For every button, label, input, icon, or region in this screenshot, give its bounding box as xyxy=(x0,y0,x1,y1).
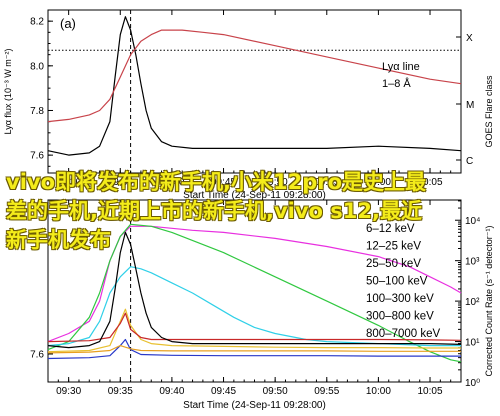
panel-b-xtick-label: 09:50 xyxy=(263,386,288,397)
panel-a-xtick-label: 09:50 xyxy=(263,177,288,188)
panel-b-legend-item: 300–800 keV xyxy=(366,311,434,323)
panel-b-legend-item: 25–50 keV xyxy=(366,258,421,270)
panel-a-rtick-label: M xyxy=(466,100,474,111)
panel-b-ytick-label: 7.6 xyxy=(30,350,44,361)
panel-b-legend-item: 12–25 keV xyxy=(366,241,421,253)
panel-a-legend-item: 1–8 Å xyxy=(382,77,411,90)
panel-b-series-2 xyxy=(47,266,461,347)
panel-a: (a) 09:30 09:35 09:40 09:45 09:50 09:55 10:00 1… xyxy=(3,9,494,201)
panel-b-legend-item: 800–7000 keV xyxy=(366,328,441,340)
panel-b-xtick-label: 10:00 xyxy=(366,386,391,397)
panel-b-series-6 xyxy=(47,345,461,354)
panel-a-rtick-label: C xyxy=(466,156,473,167)
panel-a-xtick-label: 09:40 xyxy=(159,177,184,188)
panel-b-series-7 xyxy=(47,231,462,349)
panel-a-ytick-label: 8.0 xyxy=(30,61,44,72)
panel-b-xtick-label: 09:35 xyxy=(108,386,133,397)
panel-a-xtick-label: 09:55 xyxy=(314,177,339,188)
panel-b-xtick-label: 10:05 xyxy=(418,386,443,397)
panel-a-series-0 xyxy=(47,16,462,156)
panel-a-legend-item: Lyα line xyxy=(382,61,420,73)
panel-b-series-4 xyxy=(47,312,462,343)
panel-b-rtick-label: 10² xyxy=(465,297,480,308)
panel-a-xtick-label: 09:35 xyxy=(108,177,133,188)
panel-a-letter: (a) xyxy=(60,16,76,31)
panel-b-rtick-label: 10³ xyxy=(465,257,480,268)
watermark-overlay-text: vivo即将发布的新手机,小米12pro是史上最差的手机,近期上市的新手机,vi… xyxy=(6,170,427,252)
panel-b-legend-item: 50–100 keV xyxy=(366,276,428,288)
panel-a-xtick-label: 10:05 xyxy=(418,177,443,188)
panel-b: 09:30 09:35 09:40 09:45 09:50 09:55 10:00 10:05… xyxy=(30,199,494,411)
panel-a-xtick-label: 09:45 xyxy=(211,177,236,188)
panel-b-right-label: Corrected Count Rate (s⁻¹ detector⁻¹) xyxy=(484,225,494,376)
panel-a-series-1 xyxy=(47,29,462,123)
panel-b-rtick-label: 10⁴ xyxy=(465,216,480,227)
panel-a-ytick-label: 7.6 xyxy=(30,151,44,162)
panel-b-xlabel: Start Time (24-Sep-11 09:28:00) xyxy=(183,400,326,411)
panel-a-right-label: GOES Flare class xyxy=(484,75,494,148)
panel-b-legend-item: 100–300 keV xyxy=(366,293,434,305)
panel-b-series-5 xyxy=(47,338,461,360)
panel-a-xtick-label: 10:00 xyxy=(366,177,391,188)
panel-a-xtick-label: 09:30 xyxy=(56,177,81,188)
panel-a-xlabel: Start Time (24-Sep-11 09:28:00) xyxy=(183,190,326,201)
panel-b-xtick-label: 09:40 xyxy=(159,386,184,397)
panel-b-xtick-label: 09:45 xyxy=(211,386,236,397)
panel-b-rtick-label: 10¹ xyxy=(465,338,480,349)
panel-b-rtick-label: 10⁰ xyxy=(465,378,480,389)
panel-a-ytick-label: 8.2 xyxy=(30,17,44,28)
panel-b-xtick-label: 09:55 xyxy=(314,386,339,397)
panel-a-ytick-label: 7.8 xyxy=(30,106,44,117)
panel-b-legend-item: 6–12 keV xyxy=(366,223,415,235)
panel-b-series-3 xyxy=(47,308,461,353)
panel-a-rtick-label: X xyxy=(466,33,473,44)
panel-a-ylabel: Lyα flux (10⁻³ W m⁻²) xyxy=(3,49,13,135)
panel-b-xtick-label: 09:30 xyxy=(56,386,81,397)
panel-b-series-0 xyxy=(47,225,462,343)
